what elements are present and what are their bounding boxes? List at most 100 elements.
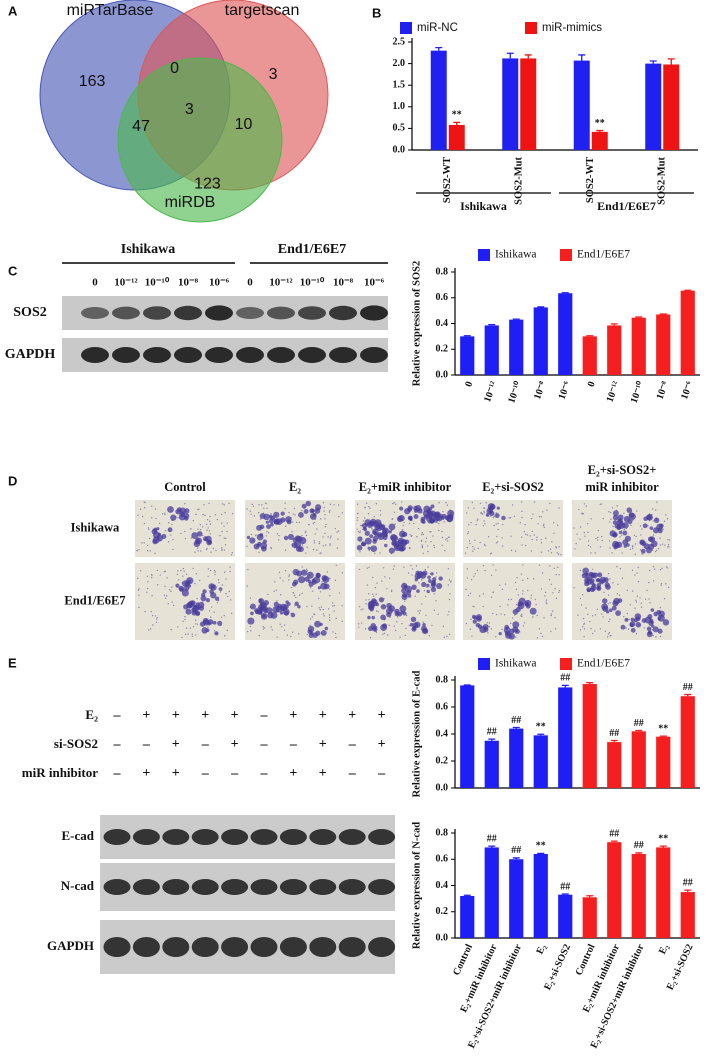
pore (584, 535, 586, 537)
pore (411, 568, 414, 570)
pore (444, 549, 446, 552)
bar (582, 336, 597, 375)
pore (197, 550, 199, 552)
pore (521, 516, 523, 519)
pore (612, 525, 614, 528)
pore (599, 503, 601, 506)
pore (184, 537, 187, 540)
pore (582, 617, 585, 620)
pore (405, 614, 408, 617)
pore (627, 628, 630, 630)
micrograph (135, 500, 235, 557)
pore (318, 597, 320, 600)
pore (369, 636, 372, 639)
cell (322, 575, 330, 583)
pore (575, 542, 577, 545)
pore (634, 553, 636, 556)
cell (498, 631, 502, 636)
pore (408, 522, 411, 525)
pore (294, 605, 296, 607)
cell (363, 526, 367, 531)
pore (362, 520, 365, 522)
pore (599, 628, 602, 630)
cell (430, 504, 435, 509)
column-header: E₂ (289, 480, 301, 494)
pore (202, 513, 204, 516)
pore (612, 582, 614, 584)
column-header: E₂+miR inhibitor (359, 480, 452, 494)
cell (391, 534, 399, 542)
pore (492, 591, 494, 594)
group-label: Ishikawa (460, 199, 507, 213)
cell (279, 611, 284, 615)
pore (524, 523, 526, 526)
cell (372, 535, 379, 542)
error-bar (586, 335, 594, 337)
pore (258, 504, 260, 506)
pore (558, 589, 561, 592)
pore (585, 505, 587, 507)
pore (623, 512, 625, 514)
error-bar (635, 729, 643, 732)
pore (476, 569, 479, 572)
pore (535, 603, 537, 606)
blot-band (221, 879, 249, 895)
pore (579, 629, 582, 631)
pore (521, 510, 523, 513)
pore (472, 545, 474, 548)
pore (642, 553, 644, 555)
pore (335, 617, 337, 620)
pore (150, 517, 153, 519)
pore (558, 574, 560, 576)
pore (441, 536, 444, 539)
cell (275, 605, 283, 613)
pore (540, 542, 543, 544)
venn-count: 10 (235, 116, 253, 133)
pore (465, 622, 468, 625)
pore (320, 606, 323, 608)
pore (198, 508, 200, 510)
cell (650, 620, 654, 624)
error-bar (537, 852, 545, 854)
pore (531, 538, 533, 541)
pore (200, 550, 202, 552)
pore (171, 601, 173, 603)
pore (329, 543, 331, 545)
bar (484, 740, 499, 788)
pore (152, 614, 154, 617)
cell (257, 541, 262, 546)
pore (435, 600, 437, 602)
pore (410, 564, 412, 567)
pore (393, 511, 396, 514)
pore (364, 628, 367, 630)
cell (446, 515, 454, 523)
pore (495, 613, 498, 616)
pore (468, 540, 471, 542)
pore (258, 551, 260, 553)
pore (514, 636, 517, 638)
pore (246, 585, 248, 587)
pore (594, 614, 597, 616)
pore (651, 549, 654, 551)
pore (288, 575, 290, 578)
cell (372, 530, 377, 535)
pore (199, 524, 202, 526)
pore (313, 540, 316, 542)
pore (312, 548, 315, 551)
cell (315, 572, 321, 578)
pore (621, 577, 624, 579)
pore (421, 547, 424, 549)
error-bar (635, 316, 643, 318)
pore (305, 568, 308, 570)
pore (397, 616, 399, 618)
cell (646, 514, 652, 521)
bar (460, 896, 475, 938)
cell (399, 506, 404, 511)
cell (416, 589, 420, 593)
pore (207, 527, 209, 529)
y-tick-label: 0.0 (436, 369, 449, 380)
cell (197, 531, 203, 537)
pore (654, 568, 656, 570)
cell (378, 597, 385, 603)
pore (374, 552, 376, 555)
